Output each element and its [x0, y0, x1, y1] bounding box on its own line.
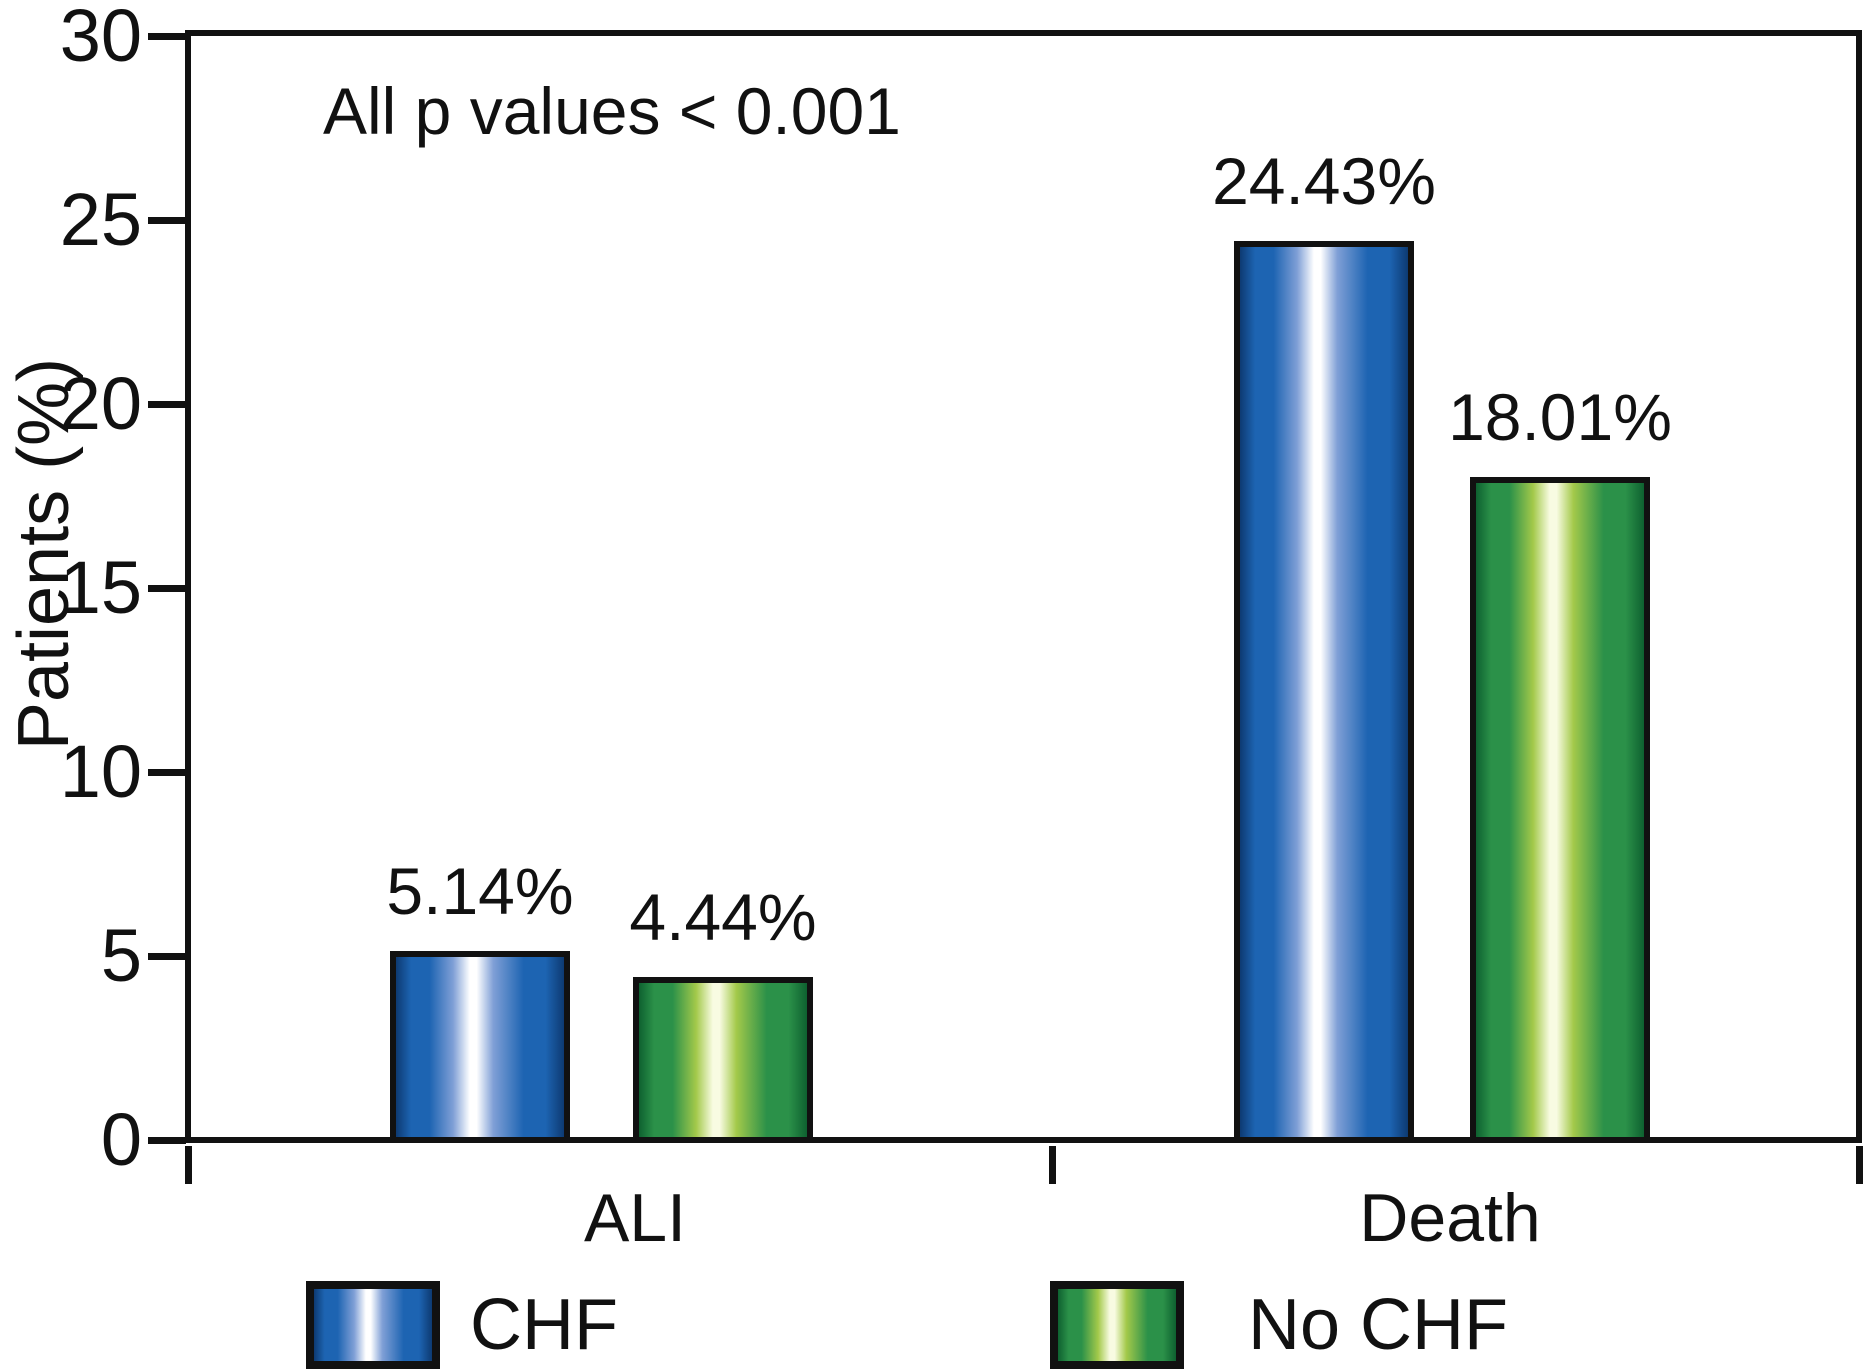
x-category-label-death: Death	[1359, 1180, 1541, 1256]
y-axis-tick-label: 25	[59, 178, 142, 261]
bar-no-chf-death	[1470, 477, 1650, 1143]
value-label-chf-ali: 5.14%	[386, 854, 574, 928]
p-value-annotation: All p values < 0.001	[323, 74, 901, 148]
y-axis-tick-label: 15	[59, 546, 142, 629]
y-axis-tick-label: 10	[59, 730, 142, 813]
value-label-chf-death: 24.43%	[1212, 144, 1436, 218]
bar-chf-death	[1234, 241, 1414, 1143]
x-axis-tick	[185, 1146, 192, 1184]
y-axis-tick	[148, 953, 186, 960]
y-axis-tick-label: 0	[100, 1098, 142, 1181]
legend-label-chf: CHF	[470, 1285, 618, 1365]
legend-swatch-chf	[306, 1281, 440, 1369]
bar-chf-ali	[390, 951, 570, 1143]
value-label-no-chf-death: 18.01%	[1448, 380, 1672, 454]
y-axis-tick-label: 30	[59, 0, 142, 77]
bar-no-chf-ali	[633, 977, 813, 1143]
x-category-label-ali: ALI	[583, 1180, 687, 1256]
legend-swatch-no-chf	[1050, 1281, 1184, 1369]
y-axis-tick-label: 5	[100, 914, 142, 997]
x-axis-tick	[1049, 1146, 1056, 1184]
y-axis-tick	[148, 1137, 186, 1144]
y-axis-tick	[148, 769, 186, 776]
y-axis-tick	[148, 401, 186, 408]
value-label-no-chf-ali: 4.44%	[629, 880, 817, 954]
y-axis-tick	[148, 217, 186, 224]
legend-label-no-chf: No CHF	[1248, 1285, 1509, 1365]
x-axis-tick	[1856, 1146, 1863, 1184]
y-axis-tick	[148, 585, 186, 592]
y-axis-tick-label: 20	[59, 362, 142, 445]
y-axis-tick	[148, 33, 186, 40]
